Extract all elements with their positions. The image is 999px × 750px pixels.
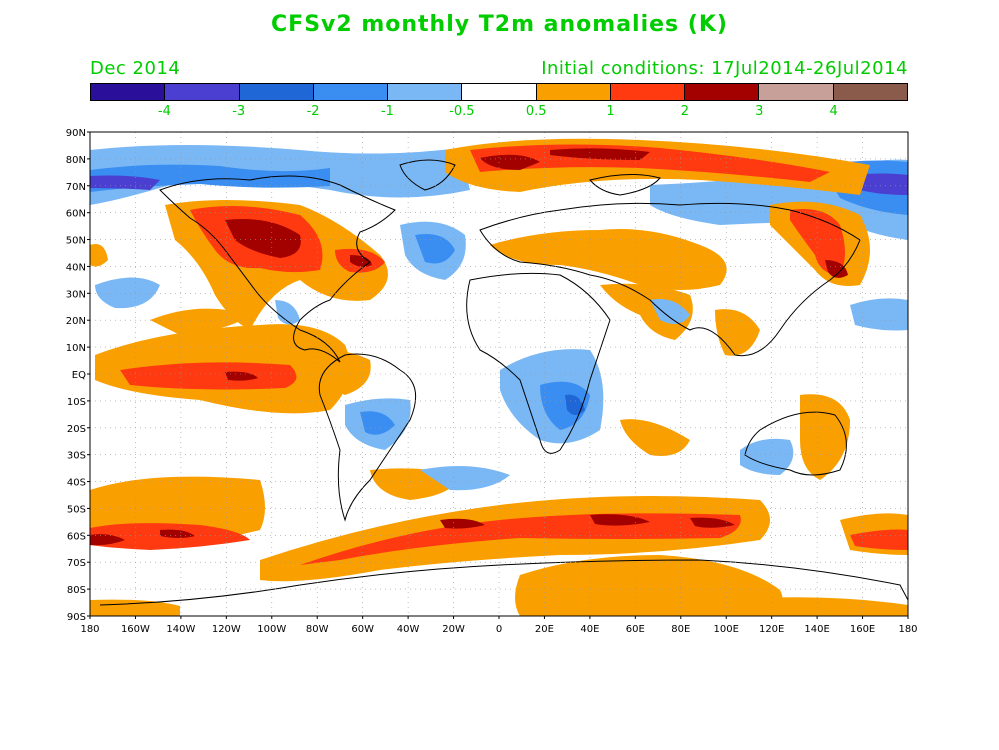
- anomaly-region-north-pacific-west-cold: [850, 298, 908, 331]
- latitude-axis: 90N 80N 70N 60N 50N 40N 30N 20N 10N EQ 10S 20S 30S 40…: [66, 128, 90, 623]
- longitude-tick-label: 0: [496, 624, 502, 635]
- longitude-tick-label: 140E: [804, 624, 829, 635]
- longitude-tick-label: 160W: [121, 624, 150, 635]
- latitude-tick-label: 40N: [66, 262, 86, 273]
- colorbar-label: -0.5: [449, 104, 475, 119]
- longitude-tick-label: 20W: [442, 624, 465, 635]
- colorbar-swatch: [165, 84, 240, 100]
- colorbar-label: -4: [157, 104, 171, 119]
- anomaly-region-eurasia-warm: [490, 229, 727, 290]
- colorbar-swatch: [239, 84, 314, 100]
- colorbar-label: -1: [380, 104, 394, 119]
- anomaly-region-arctic-cold-west-deep: [90, 175, 160, 190]
- latitude-tick-label: 10S: [67, 397, 86, 408]
- anomaly-region-madagascar-warm: [620, 419, 690, 456]
- colorbar-label: 0.5: [525, 104, 547, 119]
- latitude-tick-label: 60S: [67, 531, 86, 542]
- latitude-tick-label: 40S: [67, 478, 86, 489]
- latitude-tick-label: 90S: [67, 612, 86, 623]
- latitude-tick-label: 70N: [66, 182, 86, 193]
- anomaly-region-east-asia-warm-core: [790, 209, 845, 275]
- colorbar: [90, 83, 908, 101]
- latitude-tick-label: 30N: [66, 289, 86, 300]
- longitude-tick-label: 100E: [714, 624, 739, 635]
- colorbar-swatch: [536, 84, 611, 100]
- anomaly-region-hawaii-cold: [275, 300, 300, 325]
- anomaly-region-antarctica-warm-south: [90, 597, 908, 616]
- anomaly-region-south-atlantic-cold: [420, 466, 510, 491]
- anomaly-region-australia-warm: [800, 394, 850, 480]
- colorbar-swatch: [313, 84, 389, 100]
- longitude-tick-label: 120E: [759, 624, 784, 635]
- longitude-tick-label: 80E: [671, 624, 690, 635]
- longitude-tick-label: 140W: [166, 624, 195, 635]
- latitude-tick-label: 10N: [66, 343, 86, 354]
- map-title: CFSv2 monthly T2m anomalies (K): [271, 12, 728, 37]
- colorbar-swatch: [462, 84, 537, 100]
- longitude-tick-label: 40E: [580, 624, 599, 635]
- anomaly-fields: [90, 138, 908, 616]
- latitude-tick-label: 60N: [66, 209, 86, 220]
- colorbar-swatch: [833, 84, 907, 100]
- anomaly-region-great-lakes-warm-peak: [350, 255, 372, 267]
- colorbar-label: -3: [232, 104, 246, 119]
- latitude-tick-label: 50N: [66, 236, 86, 247]
- latitude-tick-label: 80N: [66, 155, 86, 166]
- latitude-tick-label: 20S: [67, 424, 86, 435]
- longitude-tick-label: 160E: [850, 624, 875, 635]
- latitude-tick-label: EQ: [72, 370, 86, 381]
- anomaly-region-north-pacific-cold: [95, 277, 160, 309]
- anomaly-region-north-atlantic-cold-core: [415, 234, 455, 264]
- latitude-tick-label: 90N: [66, 128, 86, 139]
- longitude-tick-label: 20E: [535, 624, 554, 635]
- anomaly-region-tropical-pacific-warm-core: [120, 362, 297, 390]
- latitude-tick-label: 70S: [67, 558, 86, 569]
- anomaly-region-india-cold: [650, 299, 690, 324]
- anomaly-region-antarctica-warm: [515, 555, 783, 616]
- anomaly-region-southern-ocean-warm-peak: [440, 514, 735, 529]
- anomaly-region-middle-east-warm: [600, 283, 693, 340]
- anomaly-region-south-pacific-warm-peak: [90, 529, 195, 546]
- anomaly-region-north-america-warm-peak: [225, 219, 301, 258]
- colorbar-label: 1: [606, 104, 615, 119]
- longitude-axis: 180 160W 140W 120W 100W 80W 60W 40W 20W 0 20E 40E 60…: [80, 616, 918, 635]
- colorbar-swatch: [685, 84, 760, 100]
- latitude-tick-label: 30S: [67, 451, 86, 462]
- longitude-tick-label: 80W: [306, 624, 329, 635]
- latitude-tick-label: 50S: [67, 504, 86, 515]
- anomaly-region-tropical-pacific-warm-peak: [225, 371, 258, 381]
- colorbar-label: 2: [680, 104, 690, 119]
- colorbar-swatch: [759, 84, 834, 100]
- valid-month: Dec 2014: [90, 58, 181, 79]
- colorbar-swatch: [388, 84, 463, 100]
- anomaly-region-japan-warm-peak: [825, 260, 848, 278]
- longitude-tick-label: 180: [898, 624, 917, 635]
- anomaly-region-brazil-cold-core: [360, 411, 395, 435]
- anomaly-region-south-america-warm: [310, 351, 371, 395]
- longitude-tick-label: 120W: [212, 624, 241, 635]
- colorbar-swatch: [91, 84, 166, 100]
- longitude-tick-label: 60E: [626, 624, 645, 635]
- anomaly-region-hawaii-warm: [90, 244, 108, 267]
- anomaly-region-north-pacific-subtropical-warm: [150, 308, 250, 335]
- latitude-tick-label: 80S: [67, 585, 86, 596]
- colorbar-label: 4: [829, 104, 838, 119]
- colorbar-label: 3: [755, 104, 764, 119]
- longitude-tick-label: 180: [80, 624, 99, 635]
- latitude-tick-label: 20N: [66, 316, 86, 327]
- initial-conditions: Initial conditions: 17Jul2014-26Jul2014: [541, 58, 908, 79]
- anomaly-region-australia-cold: [740, 438, 794, 475]
- lat-lon-grid: [90, 132, 908, 616]
- colorbar-label: -2: [306, 104, 320, 119]
- anomaly-region-africa-cold-deep: [565, 394, 585, 415]
- longitude-tick-label: 40W: [397, 624, 420, 635]
- colorbar-swatch: [610, 84, 686, 100]
- anomaly-region-siberia-warm-peak: [480, 148, 650, 170]
- anomaly-region-southern-ocean-warm-east-core: [850, 529, 908, 550]
- anomaly-region-southern-ocean-warm-core: [300, 513, 741, 565]
- longitude-tick-label: 100W: [257, 624, 286, 635]
- longitude-tick-label: 60W: [351, 624, 374, 635]
